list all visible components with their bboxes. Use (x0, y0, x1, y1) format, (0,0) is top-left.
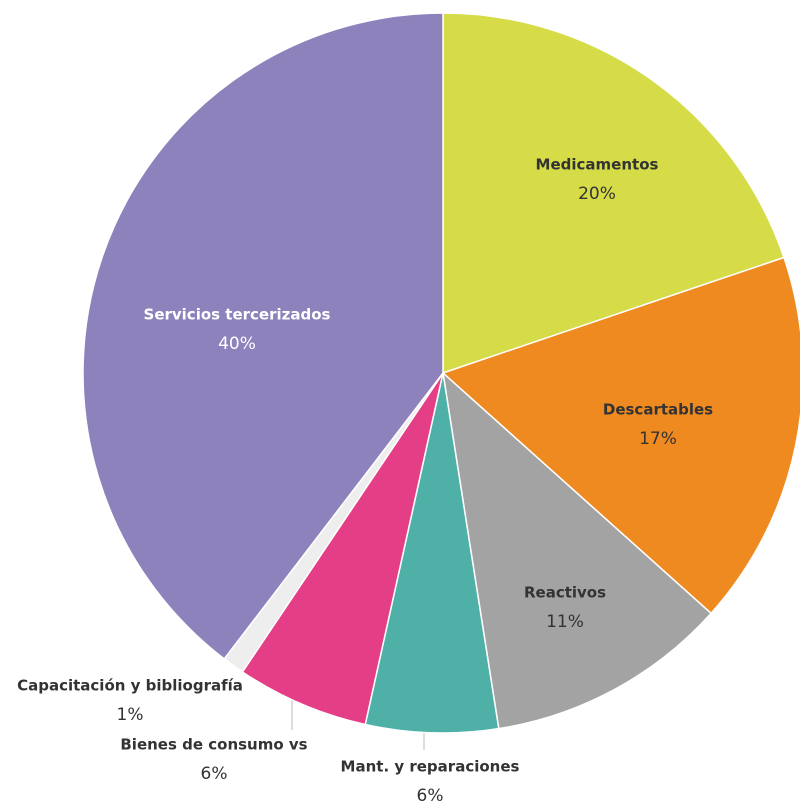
value-label: 17% (639, 429, 677, 449)
pie-slice (364, 372, 500, 734)
value-label: 11% (546, 612, 584, 632)
value-label: 6% (201, 764, 228, 784)
slice-label: Reactivos (524, 584, 606, 602)
value-label: 40% (218, 334, 256, 354)
slice-label: Descartables (603, 401, 713, 419)
value-label: 20% (578, 184, 616, 204)
pie-slice (441, 256, 800, 615)
slice-label: Servicios tercerizados (144, 306, 331, 324)
pie-slice (82, 12, 444, 660)
value-label: 1% (117, 705, 144, 725)
pie-slice (442, 12, 785, 375)
value-label: 6% (417, 786, 444, 805)
slice-label: Medicamentos (536, 156, 659, 174)
slice-label: Capacitación y bibliografía (17, 677, 243, 695)
slice-label: Bienes de consumo vs (120, 736, 307, 754)
slice-label: Mant. y reparaciones (341, 758, 520, 776)
pie-slice (241, 372, 444, 726)
pie-slice (441, 371, 713, 730)
